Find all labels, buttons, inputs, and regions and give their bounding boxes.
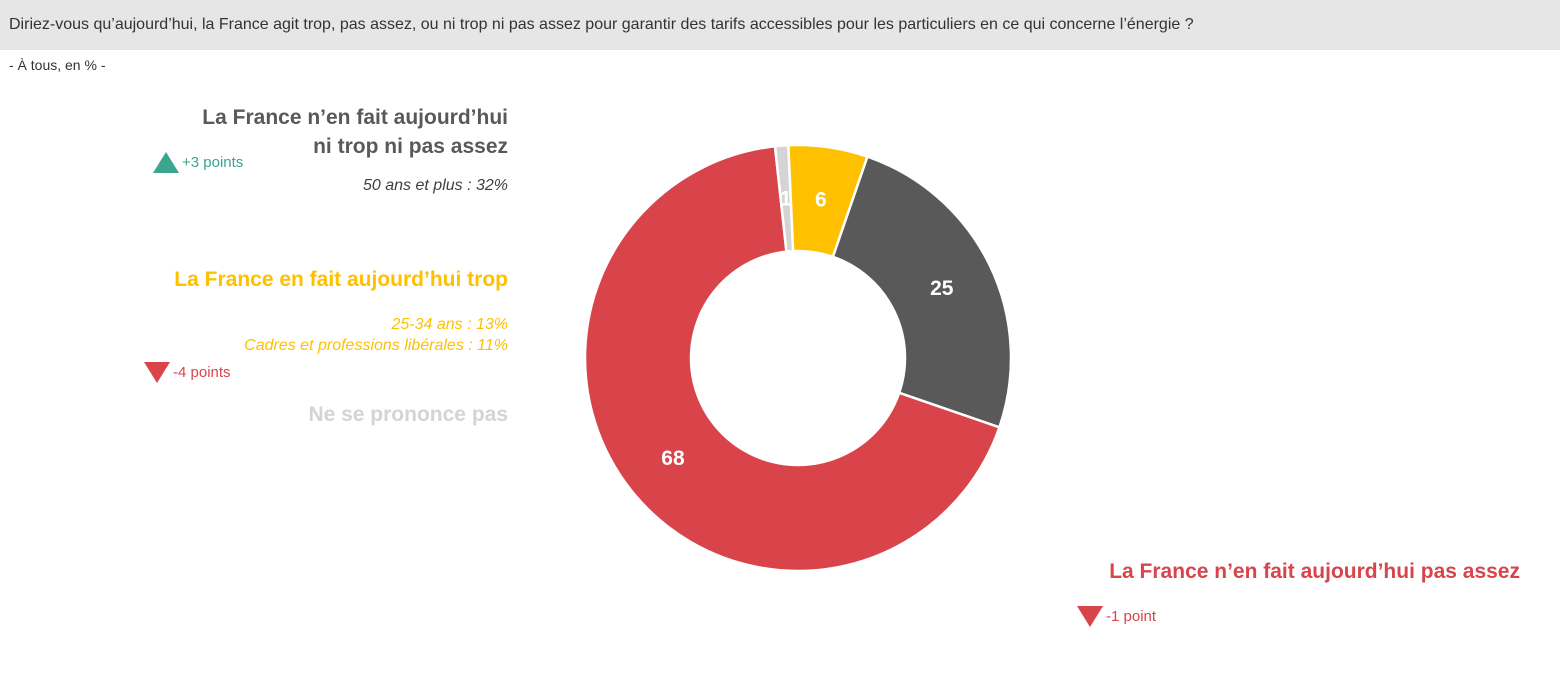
- trend-ni-trop-text: +3 points: [182, 154, 244, 171]
- donut-value-label: 25: [930, 277, 954, 300]
- label-ni-trop-title-line1: La France n’en fait aujourd’hui: [202, 106, 508, 129]
- label-nsp-title: Ne se prononce pas: [308, 403, 508, 426]
- label-ni-trop-title-line2: ni trop ni pas assez: [313, 135, 508, 158]
- label-trop: La France en fait aujourd’hui trop 25-34…: [174, 265, 508, 356]
- trend-ni-trop: +3 points: [153, 152, 243, 173]
- trend-down-icon: [1077, 606, 1103, 627]
- donut-slice-la-france-en-fait-aujourd-hui-trop: [787, 143, 869, 259]
- trend-trop-text: -4 points: [173, 364, 231, 381]
- trend-pas-assez: -1 point: [1077, 606, 1156, 627]
- label-trop-detail-2: Cadres et professions libérales : 11%: [244, 337, 508, 354]
- donut-value-label: 6: [815, 189, 827, 212]
- donut-value-label: 1: [780, 187, 792, 210]
- trend-trop: -4 points: [144, 362, 231, 383]
- label-ni-trop-ni-pas-assez: La France n’en fait aujourd’hui ni trop …: [202, 103, 508, 196]
- label-trop-title: La France en fait aujourd’hui trop: [174, 268, 508, 291]
- donut-value-label: 68: [661, 447, 685, 470]
- label-pas-assez-title: La France n’en fait aujourd’hui pas asse…: [1109, 560, 1520, 583]
- trend-down-icon: [144, 362, 170, 383]
- trend-up-icon: [153, 152, 179, 173]
- label-pas-assez: La France n’en fait aujourd’hui pas asse…: [1109, 557, 1520, 586]
- base-note: - À tous, en % -: [9, 57, 106, 73]
- trend-pas-assez-text: -1 point: [1106, 608, 1157, 625]
- label-ne-se-prononce-pas: Ne se prononce pas: [308, 400, 508, 429]
- donut-slice-la-france-n-en-fait-aujourd-hui-ni-trop-ni-pas-assez: [831, 155, 1013, 429]
- label-trop-detail-1: 25-34 ans : 13%: [391, 316, 508, 333]
- donut-slice-la-france-n-en-fait-aujourd-hui-pas-assez: [583, 144, 1001, 573]
- question-header: Diriez-vous qu’aujourd’hui, la France ag…: [0, 0, 1560, 50]
- label-ni-trop-detail: 50 ans et plus : 32%: [363, 177, 508, 194]
- label-ni-trop-title: La France n’en fait aujourd’hui ni trop …: [202, 103, 508, 161]
